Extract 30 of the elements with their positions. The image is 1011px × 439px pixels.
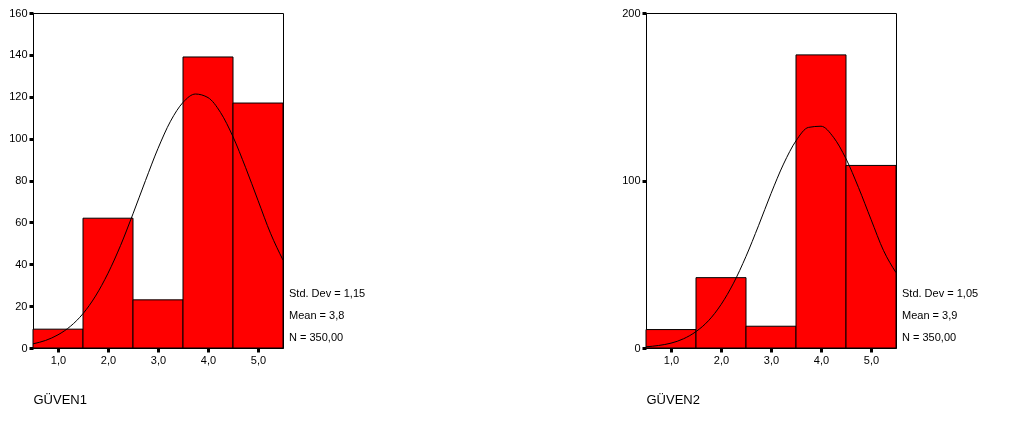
text: Std. Dev = 1,15 [289, 287, 366, 299]
y-tick-label: 140 [9, 48, 28, 61]
y-tick-label: 40 [15, 257, 28, 270]
text: N = 350,00 [289, 331, 344, 343]
x-tick-label: 5,0 [250, 353, 267, 366]
text: Std. Dev = 1,05 [902, 287, 979, 299]
y-tick-label: 160 [9, 6, 28, 19]
x-tick-label: 4,0 [813, 353, 830, 366]
y-tick-label: 200 [622, 6, 641, 19]
x-tick-label: 1,0 [50, 353, 67, 366]
y-tick-label: 0 [21, 341, 28, 354]
y-tick-label: 0 [634, 341, 641, 354]
x-tick-label: 2,0 [100, 353, 117, 366]
x-axis-title: GÜVEN1 [33, 391, 87, 407]
text: Mean = 3,8 [289, 309, 345, 321]
x-axis-title: GÜVEN2 [646, 391, 700, 407]
x-tick-label: 2,0 [713, 353, 730, 366]
x-tick-label: 1,0 [663, 353, 680, 366]
y-tick-label: 100 [9, 132, 28, 145]
x-tick-label: 4,0 [200, 353, 217, 366]
y-tick-label: 60 [15, 215, 28, 228]
y-tick-label: 80 [15, 174, 28, 186]
x-tick-label: 3,0 [763, 353, 780, 366]
y-tick-label: 20 [15, 299, 28, 312]
text: N = 350,00 [902, 331, 957, 343]
text: Mean = 3,9 [902, 309, 958, 321]
y-tick-label: 120 [9, 90, 28, 103]
y-tick-label: 100 [622, 174, 641, 186]
x-tick-label: 3,0 [150, 353, 167, 366]
x-tick-label: 5,0 [863, 353, 880, 366]
